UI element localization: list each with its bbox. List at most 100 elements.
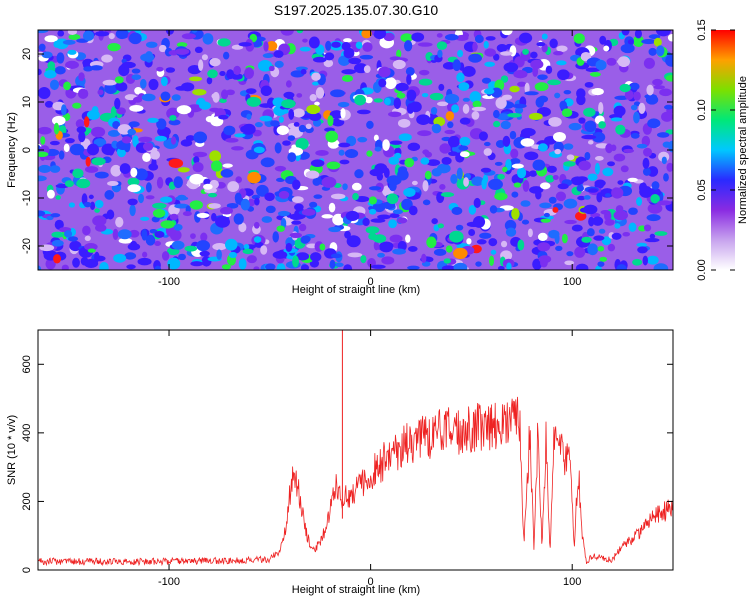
heatmap-cell xyxy=(600,210,611,215)
heatmap-cell xyxy=(337,101,350,108)
heatmap-cell xyxy=(453,262,468,270)
heatmap-cell xyxy=(661,111,673,122)
heatmap-cell xyxy=(187,65,202,75)
heatmap-cell xyxy=(548,229,560,239)
heatmap-cell xyxy=(330,89,345,98)
heatmap-cell xyxy=(170,136,177,145)
heatmap-cell xyxy=(319,243,326,251)
heatmap-cell xyxy=(563,89,572,95)
heatmap-cell xyxy=(294,203,304,211)
heatmap-cell xyxy=(44,100,54,108)
heatmap-cell xyxy=(166,107,180,120)
heatmap-cell xyxy=(431,218,438,225)
snr-y-axis-label: SNR (10 * v/v) xyxy=(6,415,18,485)
heatmap-cell xyxy=(46,215,54,221)
heatmap-cell xyxy=(616,264,627,270)
heatmap-cell xyxy=(253,221,260,229)
heatmap-cell xyxy=(60,104,67,116)
heatmap-cell xyxy=(234,192,242,204)
heatmap-cell xyxy=(653,263,669,270)
heatmap-cell xyxy=(574,246,586,258)
heatmap-cell xyxy=(41,51,53,59)
heatmap-cell xyxy=(312,56,327,63)
heatmap-cell xyxy=(548,116,562,127)
heatmap-cell xyxy=(441,156,452,165)
heatmap-cell xyxy=(511,207,520,220)
heatmap-cell xyxy=(598,102,604,115)
heatmap-cell xyxy=(370,264,386,269)
y-tick-label: 20 xyxy=(21,48,33,60)
heatmap-cell xyxy=(206,77,213,85)
x-tick-label: 0 xyxy=(368,276,374,288)
heatmap-cell xyxy=(377,214,391,220)
heatmap-cell xyxy=(235,176,242,184)
heatmap-cell xyxy=(138,193,145,204)
heatmap-cell xyxy=(621,30,630,36)
heatmap-cell xyxy=(331,118,345,127)
heatmap-cell xyxy=(56,52,65,64)
heatmap-cell xyxy=(51,239,64,247)
chart-title: S197.2025.135.07.30.G10 xyxy=(274,2,438,18)
heatmap-cell xyxy=(362,42,373,52)
heatmap-cell xyxy=(429,92,444,101)
heatmap-cell xyxy=(376,172,384,181)
heatmap-cell xyxy=(50,213,61,218)
heatmap-cell xyxy=(634,30,642,39)
heatmap-cell xyxy=(266,41,278,51)
heatmap-cell xyxy=(430,107,438,115)
heatmap-cell xyxy=(115,81,128,92)
heatmap-y-axis-label: Frequency (Hz) xyxy=(6,112,18,188)
heatmap-cell xyxy=(541,33,548,40)
heatmap-cell xyxy=(85,156,91,167)
heatmap-cell xyxy=(131,74,142,80)
heatmap-cell xyxy=(302,235,311,243)
heatmap-cell xyxy=(624,89,634,101)
heatmap-cell xyxy=(497,173,505,180)
heatmap-cell xyxy=(192,151,208,158)
heatmap-cell xyxy=(540,218,551,223)
heatmap-cell xyxy=(381,256,395,265)
heatmap-cell xyxy=(242,248,254,255)
heatmap-cell xyxy=(636,143,648,149)
heatmap-cell xyxy=(583,107,596,117)
heatmap-cell xyxy=(495,192,507,200)
colorbar-gradient xyxy=(711,30,735,270)
heatmap-cell xyxy=(240,198,250,211)
heatmap-cell xyxy=(76,126,87,134)
heatmap-cell xyxy=(643,147,653,157)
heatmap-cell xyxy=(181,33,196,40)
heatmap-cell xyxy=(395,82,409,92)
heatmap-cell xyxy=(653,85,665,90)
heatmap-cell xyxy=(528,112,543,121)
heatmap-cell xyxy=(238,258,247,270)
heatmap-cell xyxy=(107,146,115,156)
heatmap-cell xyxy=(400,33,413,43)
heatmap-cell xyxy=(312,81,320,86)
heatmap-cell xyxy=(387,111,402,118)
heatmap-cell xyxy=(652,78,663,86)
heatmap-cell xyxy=(421,253,427,263)
heatmap-cell xyxy=(563,198,578,209)
heatmap-cell xyxy=(107,180,119,186)
heatmap-cell xyxy=(302,38,308,43)
heatmap-cell xyxy=(200,232,208,242)
heatmap-cell xyxy=(639,185,653,198)
heatmap-cell xyxy=(561,233,568,244)
heatmap-cell xyxy=(404,157,415,168)
heatmap-cell xyxy=(219,98,227,104)
heatmap-cell xyxy=(563,161,576,167)
heatmap-cell xyxy=(325,130,339,143)
heatmap-cell xyxy=(262,53,274,59)
heatmap-cell xyxy=(158,44,167,53)
heatmap-cell xyxy=(175,196,189,201)
heatmap-cell xyxy=(72,257,80,268)
heatmap-cell xyxy=(341,41,351,51)
heatmap-cell xyxy=(599,256,608,262)
heatmap-cell xyxy=(450,173,458,185)
heatmap-cell xyxy=(453,247,468,260)
heatmap-cell xyxy=(436,33,443,38)
heatmap-cell xyxy=(282,140,291,146)
heatmap-cell xyxy=(605,143,613,154)
heatmap-cell xyxy=(524,82,530,94)
heatmap-cell xyxy=(295,137,309,150)
